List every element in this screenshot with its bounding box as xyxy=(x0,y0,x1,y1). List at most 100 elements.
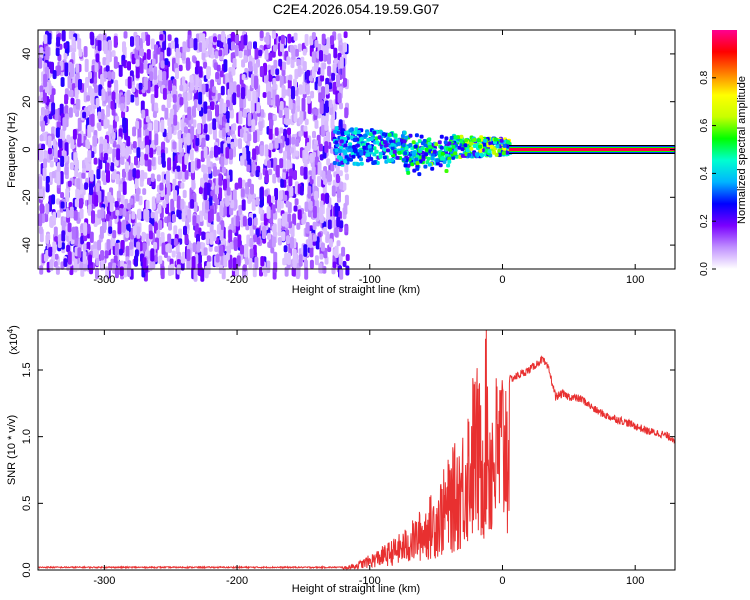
heatmap-cell xyxy=(241,87,245,100)
heatmap-cell xyxy=(241,74,246,81)
heatmap-cell xyxy=(149,147,154,158)
heatmap-cell xyxy=(69,206,74,219)
heatmap-cell xyxy=(110,100,115,110)
heatmap-cell xyxy=(446,163,451,168)
heatmap-cell xyxy=(142,257,147,270)
heatmap-cell xyxy=(234,35,239,44)
heatmap-cell xyxy=(279,75,284,88)
heatmap-cell xyxy=(447,159,452,164)
heatmap-cell xyxy=(464,152,469,156)
heatmap-cell xyxy=(226,136,231,144)
heatmap-cell xyxy=(247,133,252,142)
heatmap-cell xyxy=(472,137,477,142)
heatmap-cell xyxy=(78,78,82,91)
heatmap-cell xyxy=(170,40,175,49)
heatmap-cell xyxy=(161,104,166,112)
heatmap-cell xyxy=(238,138,242,149)
heatmap-cell xyxy=(344,225,349,233)
heatmap-cell xyxy=(343,131,348,136)
heatmap-cell xyxy=(414,157,419,162)
heatmap-cell xyxy=(225,193,230,207)
heatmap-cell xyxy=(348,148,353,153)
heatmap-cell xyxy=(214,51,219,59)
heatmap-cell xyxy=(244,258,249,266)
heatmap-cell xyxy=(60,77,65,87)
heatmap-cell xyxy=(122,219,127,233)
heatmap-cell xyxy=(303,259,308,269)
heatmap-cell xyxy=(342,182,347,191)
heatmap-cell xyxy=(120,194,125,205)
heatmap-cell xyxy=(252,148,257,161)
heatmap-cell xyxy=(114,201,119,208)
heatmap-cell xyxy=(150,93,155,104)
heatmap-cell xyxy=(232,58,237,69)
snr-y-ticks: 0.0 0.5 1.0 1.5 xyxy=(21,362,675,578)
heatmap-cell xyxy=(312,130,316,139)
heatmap-cell xyxy=(333,129,338,134)
heatmap-cell xyxy=(332,63,337,73)
heatmap-cell xyxy=(252,244,257,256)
heatmap-cell xyxy=(314,190,319,201)
heatmap-cell xyxy=(203,101,208,114)
colorbar-tick-label: 0.0 xyxy=(699,262,710,276)
heatmap-cell xyxy=(70,63,75,78)
heatmap-cell xyxy=(308,238,313,248)
heatmap-cell xyxy=(489,144,494,149)
heatmap-cell xyxy=(162,41,167,51)
heatmap-cell xyxy=(378,151,383,156)
heatmap-cell xyxy=(280,178,285,188)
heatmap-cell xyxy=(201,231,206,241)
heatmap-cell xyxy=(372,146,377,151)
heatmap-cell xyxy=(122,120,127,134)
heatmap-cell xyxy=(115,115,120,122)
heatmap-cell xyxy=(238,110,243,125)
heatmap-cell xyxy=(232,189,237,203)
heatmap-cell xyxy=(45,175,50,184)
heatmap-cell xyxy=(296,222,301,230)
heatmap-cell xyxy=(194,66,199,75)
heatmap-cell xyxy=(339,220,344,229)
heatmap-cell xyxy=(395,155,400,160)
heatmap-cell xyxy=(107,80,112,88)
y-tick-label: 1.0 xyxy=(21,429,33,444)
heatmap-cell xyxy=(170,198,175,212)
heatmap-cell xyxy=(106,239,111,251)
heatmap-cell xyxy=(277,218,282,229)
heatmap-cell xyxy=(98,84,103,97)
heatmap-cell xyxy=(189,149,194,161)
heatmap-cell xyxy=(39,85,44,93)
heatmap-cell xyxy=(105,213,110,222)
heatmap-cell xyxy=(167,117,172,127)
heatmap-cell xyxy=(334,148,339,153)
heatmap-cell xyxy=(48,247,53,257)
heatmap-cell xyxy=(294,150,299,157)
heatmap-cell xyxy=(286,56,291,65)
heatmap-cell xyxy=(382,155,387,160)
heatmap-cell xyxy=(195,60,200,68)
heatmap-cell xyxy=(60,242,65,250)
heatmap-cell xyxy=(448,147,453,152)
heatmap-cell xyxy=(224,43,229,56)
heatmap-cell xyxy=(126,135,131,147)
heatmap-cell xyxy=(192,56,197,64)
heatmap-cell xyxy=(210,101,215,111)
heatmap-cell xyxy=(167,157,172,171)
heatmap-cell xyxy=(343,202,348,215)
heatmap-cell xyxy=(114,242,119,256)
heatmap-cell xyxy=(90,151,95,158)
heatmap-cell xyxy=(225,146,230,159)
heatmap-cell xyxy=(396,141,401,146)
heatmap-cell xyxy=(389,151,394,156)
heatmap-cell xyxy=(249,237,254,248)
heatmap-cell xyxy=(73,210,78,221)
heatmap-cell xyxy=(327,169,331,182)
heatmap-cell xyxy=(444,136,449,141)
heatmap-cell xyxy=(298,116,303,125)
heatmap-cell xyxy=(352,138,357,142)
heatmap-cell xyxy=(90,113,95,127)
heatmap-cell xyxy=(267,160,271,168)
y-tick-label: 40 xyxy=(21,48,33,60)
heatmap-cell xyxy=(375,140,380,145)
heatmap-cell xyxy=(482,142,487,147)
heatmap-cell xyxy=(162,200,167,209)
